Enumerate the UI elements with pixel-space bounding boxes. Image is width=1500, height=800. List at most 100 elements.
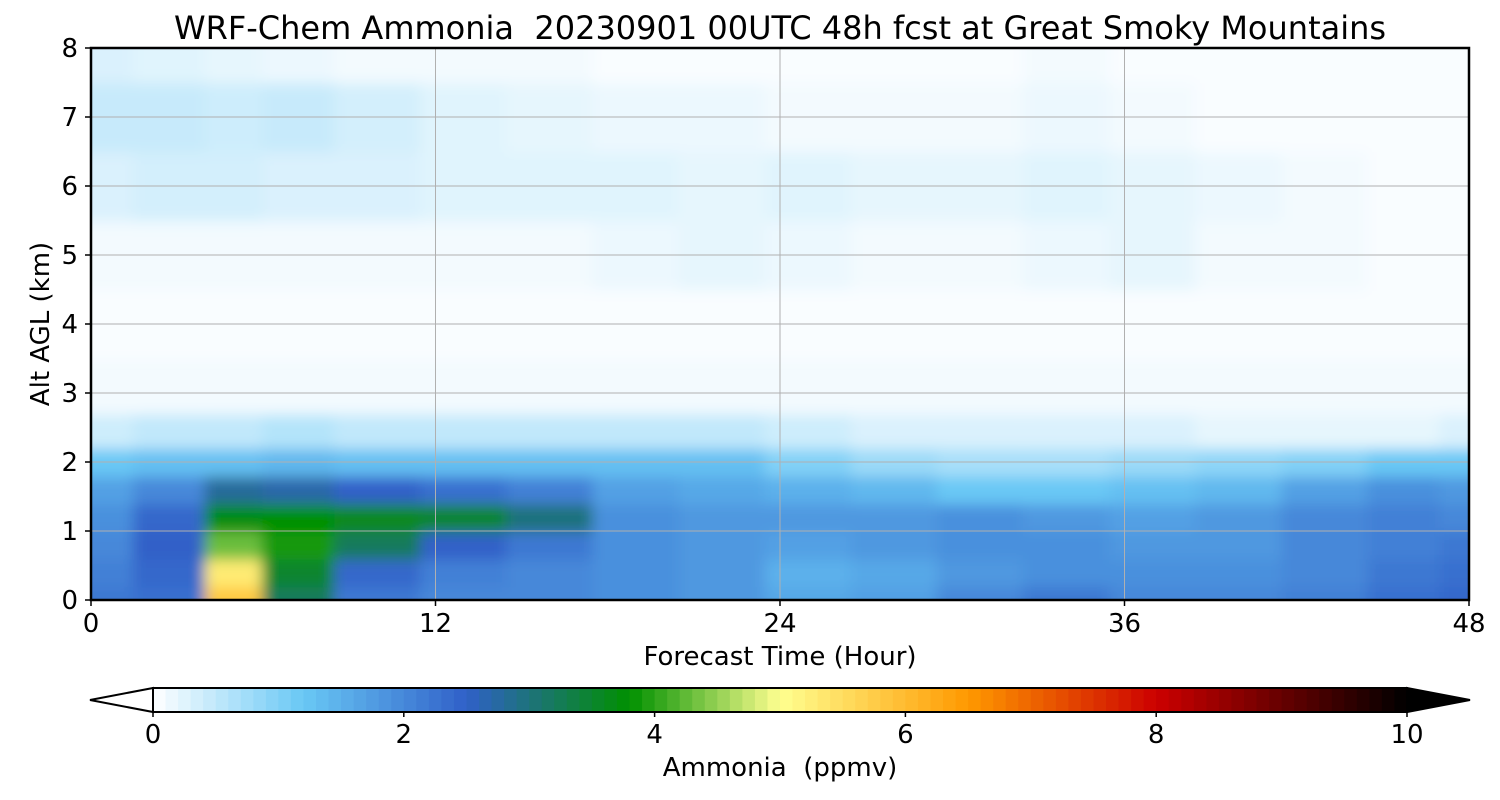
colorbar-swatch xyxy=(1306,688,1320,712)
colorbar-swatch xyxy=(955,688,969,712)
colorbar-swatch xyxy=(1193,688,1207,712)
heatmap-cell xyxy=(1195,585,1284,600)
y-tick-label: 4 xyxy=(61,310,78,340)
heatmap-cell xyxy=(262,557,337,588)
colorbar-swatch xyxy=(378,688,392,712)
colorbar-swatch xyxy=(1243,688,1258,712)
heatmap-cell xyxy=(91,48,136,84)
heatmap-cell xyxy=(204,357,265,415)
heatmap-cell xyxy=(1195,502,1284,532)
colorbar-swatch xyxy=(353,688,367,712)
heatmap-cell xyxy=(1109,502,1198,532)
heatmap-cells xyxy=(91,48,1469,600)
heatmap-cell xyxy=(1023,585,1112,600)
heatmap-cell xyxy=(936,530,1026,560)
heatmap-cell xyxy=(334,530,423,560)
heatmap-cell xyxy=(1023,412,1112,450)
colorbar-swatch xyxy=(316,688,330,712)
heatmap-cell xyxy=(334,502,423,532)
heatmap-cell xyxy=(91,585,136,600)
colorbar-swatch xyxy=(290,688,305,712)
colorbar-swatch xyxy=(805,688,819,712)
colorbar-swatch xyxy=(366,688,380,712)
heatmap-cell xyxy=(204,585,265,600)
colorbar-swatch xyxy=(980,688,994,712)
colorbar-swatch xyxy=(479,688,493,712)
colorbar-swatch xyxy=(1319,688,1333,712)
colorbar-swatch xyxy=(767,688,781,712)
heatmap-cell xyxy=(936,557,1026,588)
heatmap-cell xyxy=(133,557,207,588)
colorbar-tick-label: 6 xyxy=(897,720,914,750)
colorbar-swatch xyxy=(780,688,794,712)
heatmap-cell xyxy=(133,357,207,415)
colorbar-swatch xyxy=(629,688,643,712)
colorbar-swatch xyxy=(1181,688,1195,712)
x-tick-label: 0 xyxy=(83,609,100,639)
colorbar-swatch xyxy=(1143,688,1157,712)
colorbar-swatch xyxy=(228,688,242,712)
heatmap-cell xyxy=(1439,530,1469,560)
colorbar-swatch xyxy=(1269,688,1283,712)
heatmap-cell xyxy=(592,585,681,600)
heatmap-cell xyxy=(1367,357,1442,415)
colorbar-swatch xyxy=(729,688,743,712)
heatmap-cell xyxy=(91,530,136,560)
heatmap-cell xyxy=(1195,357,1284,415)
colorbar-tick-label: 2 xyxy=(396,720,413,750)
heatmap-cell xyxy=(764,502,853,532)
heatmap-cell xyxy=(420,48,509,84)
colorbar-swatch xyxy=(441,688,455,712)
colorbar-swatch xyxy=(867,688,881,712)
heatmap-cell xyxy=(764,48,853,84)
colorbar-swatch xyxy=(968,688,982,712)
heatmap-cell xyxy=(133,530,207,560)
heatmap-cell xyxy=(1281,357,1370,415)
colorbar-swatch xyxy=(1055,688,1070,712)
heatmap-cell xyxy=(262,48,337,84)
colorbar-swatch xyxy=(1005,688,1019,712)
colorbar-swatch xyxy=(491,688,505,712)
heatmap-cell xyxy=(936,585,1026,600)
y-tick-label: 3 xyxy=(61,379,78,409)
colorbar-swatch xyxy=(1344,688,1358,712)
heatmap-cell xyxy=(420,530,509,560)
heatmap-cell xyxy=(592,357,681,415)
heatmap-cell xyxy=(420,502,509,532)
heatmap-cell xyxy=(764,557,853,588)
colorbar-swatch xyxy=(616,688,631,712)
heatmap-cell xyxy=(1195,557,1284,588)
heatmap-cell xyxy=(1023,357,1112,415)
colorbar-swatch xyxy=(240,688,254,712)
heatmap-cell xyxy=(850,357,939,415)
y-tick-label: 1 xyxy=(61,517,78,547)
heatmap-cell xyxy=(91,357,136,415)
heatmap-cell xyxy=(1367,502,1442,532)
colorbar-swatch xyxy=(265,688,279,712)
heatmap-cell xyxy=(592,530,681,560)
heatmap-cell xyxy=(1023,530,1112,560)
heatmap-cell xyxy=(1367,48,1442,84)
colorbar-swatch xyxy=(1131,688,1145,712)
colorbar-swatch xyxy=(328,688,342,712)
heatmap-cell xyxy=(678,557,767,588)
heatmap-cell xyxy=(1281,557,1370,588)
heatmap-cell xyxy=(91,474,136,505)
heatmap-cell xyxy=(850,48,939,84)
heatmap-cell xyxy=(1281,474,1370,505)
heatmap-cell xyxy=(1195,474,1284,505)
heatmap-cell xyxy=(334,412,423,450)
heatmap-cell xyxy=(850,502,939,532)
heatmap-cell xyxy=(678,48,767,84)
colorbar-swatch xyxy=(165,688,179,712)
heatmap-cell xyxy=(1367,530,1442,560)
heatmap-cell xyxy=(592,48,681,84)
y-tick-label: 2 xyxy=(61,448,78,478)
colorbar-swatch xyxy=(1281,688,1295,712)
heatmap-cell xyxy=(91,502,136,532)
colorbar-swatch xyxy=(253,688,267,712)
colorbar-swatch xyxy=(504,688,518,712)
heatmap-cell xyxy=(133,502,207,532)
colorbar-swatch xyxy=(178,688,192,712)
heatmap-cell xyxy=(764,585,853,600)
